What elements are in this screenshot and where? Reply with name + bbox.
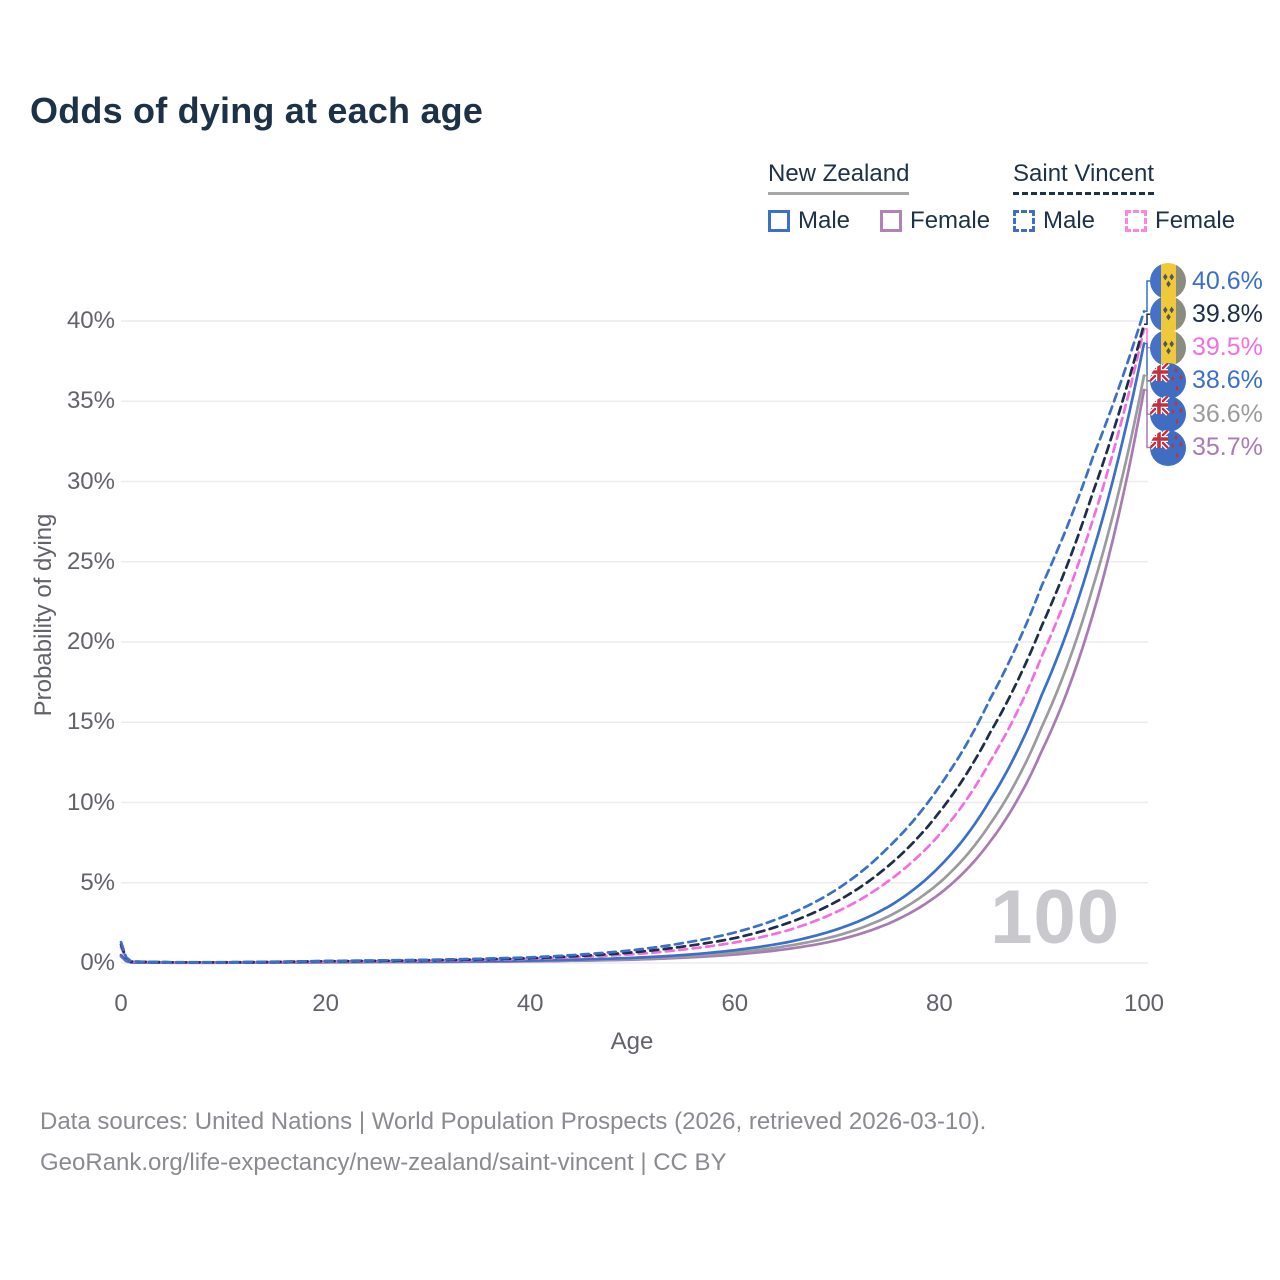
legend-item-nz-male[interactable]: Male [768,207,850,235]
legend-label-nz-female: Female [910,207,991,234]
curve-nz-male [119,342,1146,965]
end-label-value-sv-female: 39.5% [1192,333,1263,362]
sv-female-swatch-icon [1125,210,1148,232]
end-label-row-nz-total: 36.6% [1150,396,1263,433]
sv-male-swatch-icon [1013,210,1035,232]
x-tick-label-0: 0 [114,990,128,1017]
legend-group-new-zealand: New Zealand Male Female [768,160,1012,235]
legend-item-sv-female[interactable]: Female [1125,207,1235,235]
x-tick-label-100: 100 [1123,990,1165,1017]
nz-female-swatch-icon [880,210,903,232]
y-tick-label-15%: 15% [66,708,115,736]
leader-line-sv-total [1144,313,1150,325]
legend-header-saint-vincent: Saint Vincent [1013,160,1154,195]
x-axis-title: Age [610,1028,654,1055]
y-tick-label-10%: 10% [66,788,115,816]
y-tick-label-20%: 20% [66,628,115,655]
legend-label-nz-male: Male [798,207,851,234]
x-tick-label-20: 20 [312,990,339,1017]
leader-line-nz-male [1144,342,1150,382]
end-label-value-nz-female: 35.7% [1192,433,1263,461]
y-tick-label-5%: 5% [80,868,115,896]
legend-label-sv-female: Female [1155,207,1236,234]
saint-vincent-flag-icon [1150,296,1186,333]
curve-sv-male [119,310,1146,964]
footer-data-sources: Data sources: United Nations | World Pop… [40,1108,987,1135]
end-label-row-sv-female: 39.5% [1150,329,1263,366]
leader-line-sv-male [1144,280,1150,313]
end-label-row-sv-total: 39.8% [1150,296,1263,333]
new-zealand-flag-icon [1150,396,1186,433]
legend-item-sv-male[interactable]: Male [1013,207,1095,235]
saint-vincent-flag-icon [1150,329,1186,366]
leader-line-nz-female [1144,389,1150,449]
nz-male-swatch-icon [768,210,790,232]
y-tick-label-40%: 40% [66,307,115,334]
legend-item-nz-female[interactable]: Female [880,207,990,235]
end-label-row-nz-male: 38.6% [1150,362,1263,399]
end-label-value-sv-male: 40.6% [1192,266,1263,295]
y-tick-label-25%: 25% [66,547,115,575]
age-counter-watermark: 100 [990,875,1120,960]
footer-source-link[interactable]: GeoRank.org/life-expectancy/new-zealand/… [40,1149,727,1176]
y-tick-label-0%: 0% [80,949,115,976]
y-tick-label-35%: 35% [66,387,115,415]
new-zealand-flag-icon [1150,429,1186,466]
end-label-row-nz-female: 35.7% [1150,429,1263,466]
x-tick-label-40: 40 [516,990,544,1017]
end-label-value-nz-total: 36.6% [1192,399,1263,428]
end-label-value-nz-male: 38.6% [1192,366,1263,395]
legend-label-sv-male: Male [1043,207,1096,234]
end-label-row-sv-male: 40.6% [1150,263,1263,299]
x-tick-label-60: 60 [721,990,749,1017]
leader-line-sv-female [1144,328,1150,349]
y-tick-label-30%: 30% [66,467,115,495]
chart-title: Odds of dying at each age [30,90,484,131]
curve-sv-female [119,327,1146,964]
legend-header-new-zealand: New Zealand [768,160,910,195]
end-label-value-sv-total: 39.8% [1192,299,1263,328]
y-axis-title: Probability of dying [30,513,57,717]
legend-group-saint-vincent: Saint Vincent Male Female [1013,160,1257,235]
new-zealand-flag-icon [1150,362,1186,399]
x-tick-label-80: 80 [926,990,953,1017]
saint-vincent-flag-icon [1150,263,1186,299]
curve-sv-total [119,322,1146,964]
